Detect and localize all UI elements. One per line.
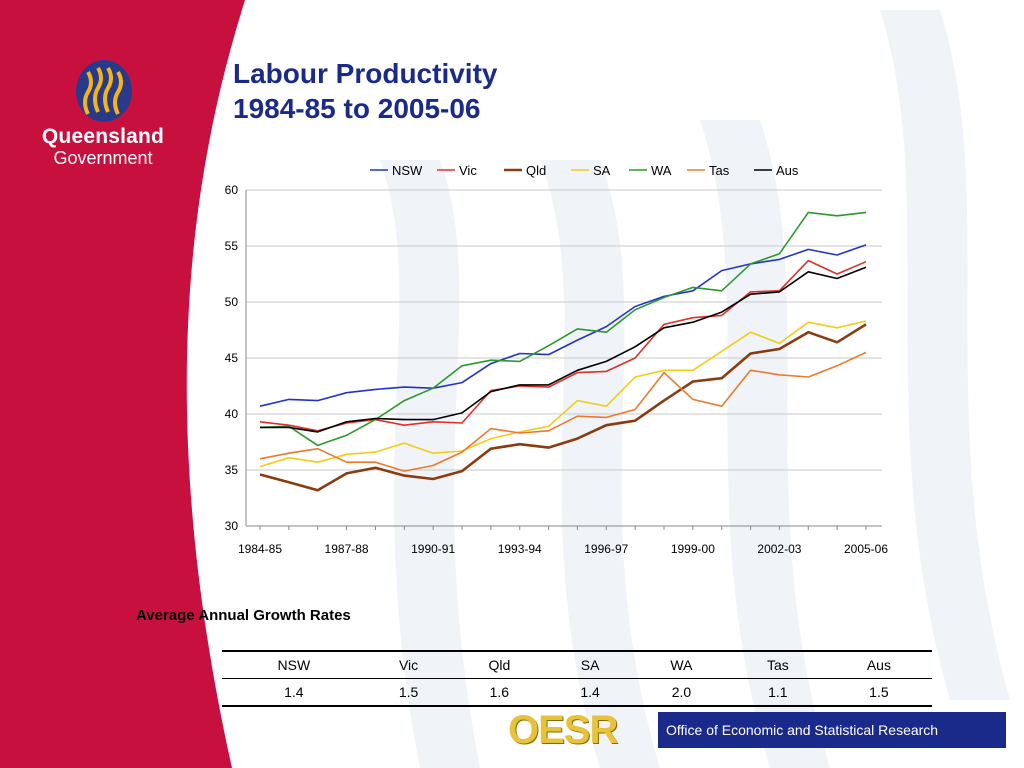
legend-label-qld: Qld <box>526 163 546 178</box>
x-tick-label: 1999-00 <box>671 542 715 556</box>
x-tick-label: 1984-85 <box>238 542 282 556</box>
x-tick-label: 1993-94 <box>498 542 542 556</box>
growth-table-title: Average Annual Growth Rates <box>136 607 351 624</box>
series-line-tas <box>259 351 867 472</box>
growth-value-qld: 1.6 <box>451 678 548 707</box>
legend-label-aus: Aus <box>776 163 799 178</box>
series-line-wa <box>259 211 867 447</box>
growth-header-vic: Vic <box>365 650 452 679</box>
series-line-vic <box>259 259 867 432</box>
series-line-qld <box>259 323 867 492</box>
logo-name: Queensland <box>41 125 165 148</box>
growth-value-sa: 1.4 <box>547 678 633 707</box>
growth-header-tas: Tas <box>729 650 826 679</box>
logo-sub: Government <box>53 148 153 168</box>
series-line-aus <box>260 266 867 433</box>
growth-value-nsw: 1.4 <box>222 678 366 707</box>
x-tick-label: 2005-06 <box>844 542 888 556</box>
growth-header-nsw: NSW <box>222 650 366 679</box>
y-tick-label: 45 <box>225 351 239 365</box>
y-tick-label: 35 <box>225 463 239 477</box>
growth-header-sa: SA <box>547 650 633 679</box>
growth-header-aus: Aus <box>825 650 932 679</box>
legend-label-nsw: NSW <box>392 163 423 178</box>
legend-label-vic: Vic <box>459 163 477 178</box>
queensland-emblem-icon <box>76 60 132 122</box>
oesr-banner-text: Office of Economic and Statistical Resea… <box>658 712 1006 748</box>
growth-value-row: 1.4 1.5 1.6 1.4 2.0 1.1 1.5 <box>222 678 932 707</box>
x-tick-label: 1990-91 <box>411 542 455 556</box>
growth-value-vic: 1.5 <box>365 678 452 707</box>
growth-value-aus: 1.5 <box>825 678 932 707</box>
growth-header-row: NSW Vic Qld SA WA Tas Aus <box>222 650 932 679</box>
y-tick-label: 60 <box>225 183 239 197</box>
labour-productivity-chart: 30 35 40 45 50 55 60 1984-85 1987-88 1990-91 1993-… <box>225 163 889 556</box>
legend-label-tas: Tas <box>709 163 730 178</box>
y-tick-label: 30 <box>225 519 239 533</box>
y-tick-label: 40 <box>225 407 239 421</box>
x-tick-label: 2002-03 <box>757 542 801 556</box>
red-panel <box>0 0 245 768</box>
growth-header-qld: Qld <box>451 650 548 679</box>
x-tick-label: 1987-88 <box>325 542 369 556</box>
growth-header-wa: WA <box>632 650 730 679</box>
y-tick-label: 55 <box>225 239 239 253</box>
title-line-1: Labour Productivity <box>233 58 498 89</box>
growth-value-tas: 1.1 <box>729 678 826 707</box>
growth-value-wa: 2.0 <box>632 678 730 707</box>
legend-label-wa: WA <box>651 163 672 178</box>
title-line-2: 1984-85 to 2005-06 <box>233 93 481 124</box>
oesr-footer: OESR Office of Economic and Statistical … <box>508 710 1008 750</box>
growth-rates-table: NSW Vic Qld SA WA Tas Aus 1.4 1.5 1.6 1.4 2.0 1.1 1.… <box>222 650 932 707</box>
slide-title: Labour Productivity 1984-85 to 2005-06 <box>233 56 497 126</box>
y-tick-label: 50 <box>225 295 239 309</box>
series-line-sa <box>259 320 867 468</box>
oesr-logo-mark: OESR <box>508 708 618 752</box>
x-tick-label: 1996-97 <box>584 542 628 556</box>
series-line-nsw <box>259 244 867 407</box>
legend-label-sa: SA <box>593 163 611 178</box>
